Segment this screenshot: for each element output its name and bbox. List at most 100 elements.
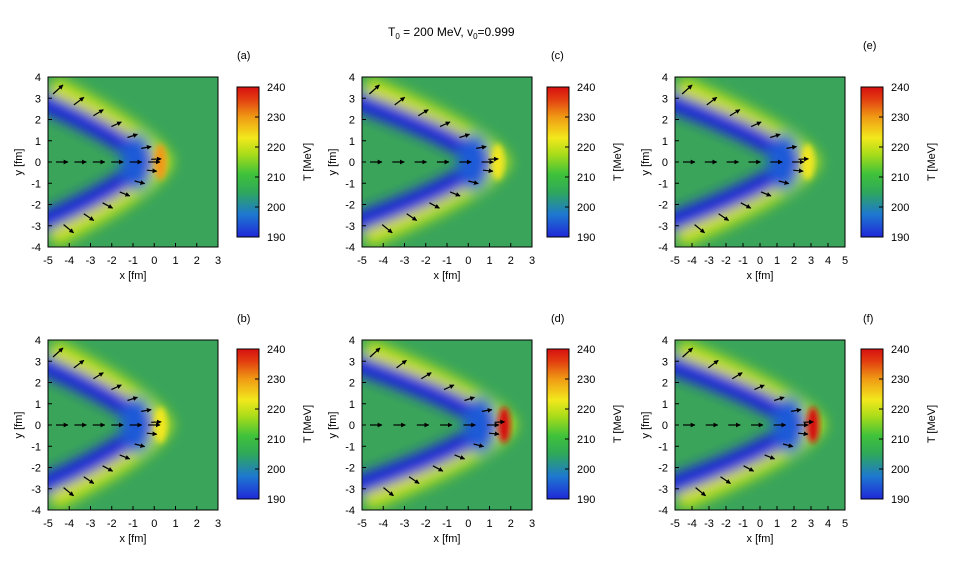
velocity-arrow [754,384,765,391]
velocity-arrow [396,359,407,369]
panel-label: (d) [551,313,564,325]
colorbar-tick-label: 230 [577,112,595,124]
x-tick-label: 1 [774,518,780,530]
x-tick-label: 3 [529,255,535,267]
panel-label: (e) [863,40,876,52]
y-tick-label: -1 [31,178,41,190]
colorbar-label: T [MeV] [926,143,938,181]
colorbar-tick-label: 190 [891,232,909,244]
y-tick-label: 0 [662,420,668,432]
colorbar [546,86,570,238]
colorbar-tick-label: 190 [267,232,285,244]
velocity-arrows [52,84,162,234]
y-tick-label: 3 [662,93,668,105]
y-tick-label: -2 [658,200,668,212]
colorbar [236,86,260,238]
x-tick-label: -5 [357,518,367,530]
plot-area [675,77,845,247]
velocity-arrow [383,487,394,497]
velocity-arrow [695,487,706,497]
y-tick-label: -2 [345,463,355,475]
y-tick-label: 2 [662,115,668,127]
velocity-arrow [93,109,104,117]
x-tick-label: 3 [215,518,221,530]
colorbar-tick-label: 220 [891,142,909,154]
velocity-arrows [368,84,499,234]
velocity-arrow [102,465,114,472]
velocity-arrow [83,476,95,484]
velocity-arrow [73,96,85,106]
colorbar-tick-label: 230 [891,374,909,386]
colorbar-tick-label: 190 [267,494,285,506]
velocity-arrow [454,454,466,460]
velocity-arrow [369,347,381,358]
y-tick-label: -1 [31,441,41,453]
velocity-arrow [381,224,393,234]
y-tick-label: 1 [662,399,668,411]
colorbar-tick-label: 220 [891,404,909,416]
y-tick-label: 4 [349,72,355,84]
colorbar-tick-label: 200 [891,464,909,476]
velocity-arrow [432,465,444,472]
colorbar-tick-label: 210 [577,434,595,446]
y-tick-label: -4 [345,242,355,254]
x-tick-label: 0 [151,518,157,530]
y-tick-label: -3 [31,221,41,233]
velocity-arrow [443,384,455,391]
y-axis-label: y [fm] [640,149,652,176]
y-tick-label: 3 [35,356,41,368]
x-tick-label: 1 [172,518,178,530]
y-tick-label: 0 [35,420,41,432]
colorbar-tick-label: 200 [577,202,595,214]
x-tick-label: -5 [43,518,53,530]
colorbar-tick-label: 220 [267,142,285,154]
velocity-arrow [394,96,406,106]
y-tick-label: 3 [662,356,668,368]
y-tick-label: -4 [31,505,41,517]
colorbar-label: T [MeV] [612,143,624,181]
y-tick-label: 4 [35,72,41,84]
velocity-arrow [786,145,797,150]
x-tick-label: 2 [194,255,200,267]
velocity-arrow [488,431,500,437]
x-tick-label: -4 [378,255,388,267]
y-tick-label: 1 [349,399,355,411]
x-tick-label: 3 [808,255,814,267]
velocity-arrow [127,133,138,139]
x-tick-label: -4 [687,518,697,530]
figure-title: T0 = 200 MeV, v0=0.999 [388,25,515,41]
y-tick-label: 3 [349,93,355,105]
x-tick-label: -2 [107,255,117,267]
velocity-arrow [473,443,485,448]
x-tick-label: -1 [128,518,138,530]
velocity-arrow [459,133,470,139]
velocity-arrow [743,465,755,472]
y-tick-label: -2 [658,463,668,475]
peak-spot [801,144,814,180]
velocity-arrow [718,213,729,221]
colorbar-tick-label: 200 [267,202,285,214]
x-tick-label: 0 [757,255,763,267]
x-tick-label: -1 [738,255,748,267]
x-axis-label: x [fm] [747,533,774,545]
velocity-arrow [468,180,479,185]
colorbar-tick-label: 240 [267,344,285,356]
colorbar-tick-label: 210 [891,172,909,184]
x-tick-label: 0 [465,255,471,267]
velocity-arrow [729,109,741,117]
y-tick-label: -1 [658,178,668,190]
velocity-arrow [750,121,762,128]
y-tick-label: 0 [349,420,355,432]
velocity-arrow [119,191,131,197]
x-tick-label: -5 [43,255,53,267]
velocity-arrow [778,180,790,185]
x-tick-label: 1 [172,255,178,267]
colorbar-tick-label: 210 [267,434,285,446]
velocity-arrow [790,408,802,413]
colorbar-label: T [MeV] [302,405,314,443]
velocity-arrow [782,443,794,448]
colorbar [860,86,884,238]
panel-label: (f) [863,313,873,325]
